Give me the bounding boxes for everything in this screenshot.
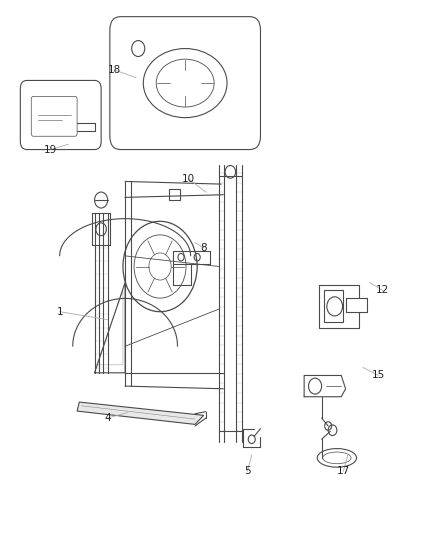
Text: 1: 1 <box>57 306 63 317</box>
Text: 10: 10 <box>182 174 195 184</box>
Text: 12: 12 <box>376 286 389 295</box>
Text: 4: 4 <box>104 413 111 423</box>
Text: 17: 17 <box>337 466 350 476</box>
Bar <box>324 290 343 322</box>
Text: 15: 15 <box>372 370 385 381</box>
Text: 19: 19 <box>44 144 57 155</box>
Polygon shape <box>77 402 204 424</box>
Text: 18: 18 <box>108 65 121 75</box>
Bar <box>169 189 180 200</box>
Text: 5: 5 <box>244 466 251 476</box>
Text: 8: 8 <box>201 243 207 253</box>
